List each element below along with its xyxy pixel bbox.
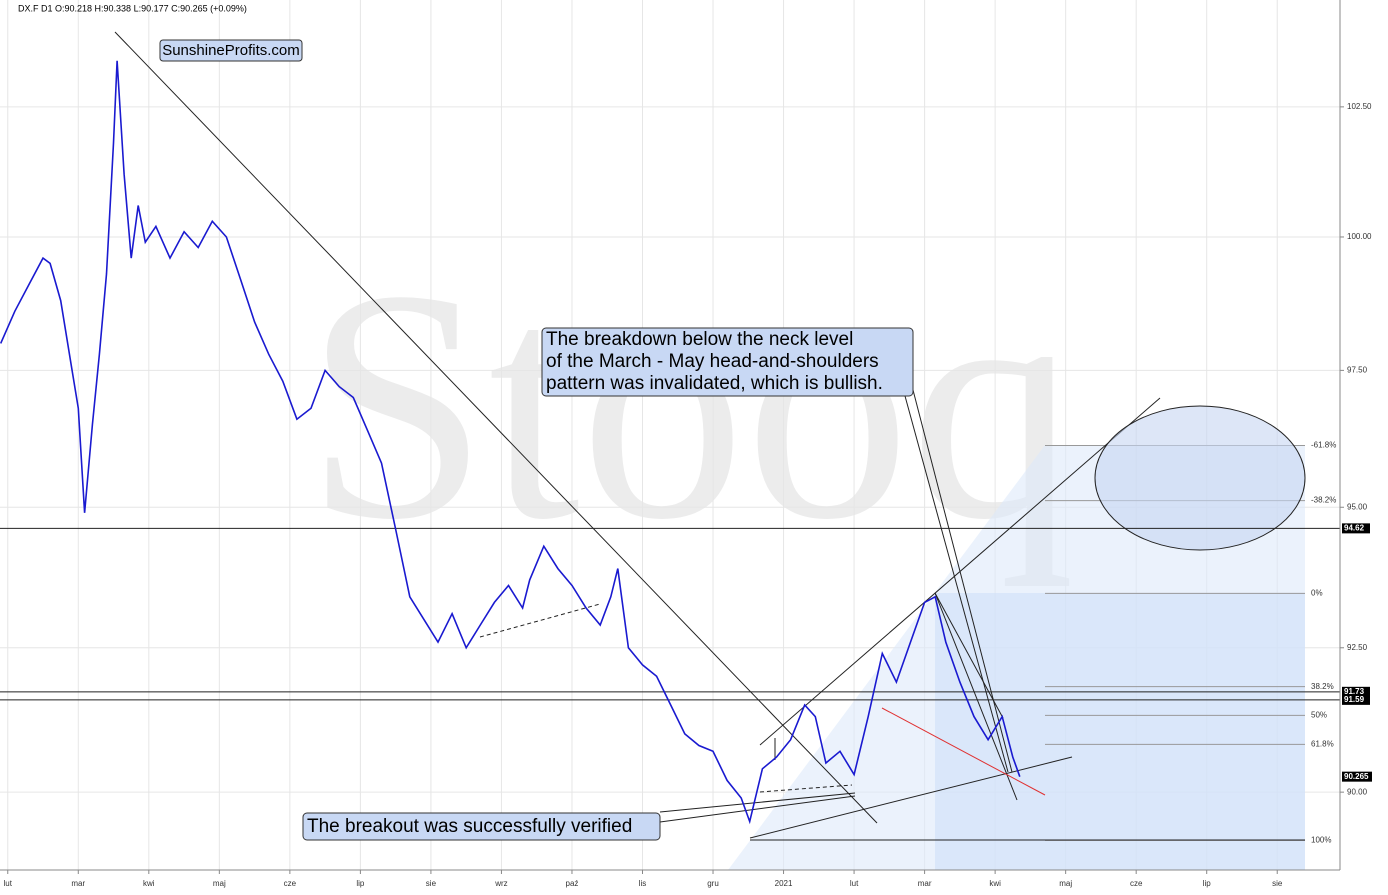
x-tick-label: paź (566, 879, 579, 888)
x-tick-label: lut (4, 879, 13, 888)
callout-text: The breakout was successfully verified (307, 816, 632, 837)
y-tick-label: 97.50 (1347, 365, 1368, 374)
x-tick-label: lut (850, 879, 859, 888)
x-tick-label: 2021 (775, 879, 793, 888)
fib-label: 61.8% (1311, 739, 1334, 748)
fib-group: -61.8% -38.2% 0% 38.2% 50% 61.8% 100% (1045, 441, 1336, 844)
level-label-bg (1342, 686, 1370, 697)
price-line (0, 60, 1021, 825)
brand-box (159, 39, 303, 62)
x-tick-label: kwi (143, 879, 155, 888)
y-tick-label: 95.00 (1347, 502, 1368, 511)
x-tick-label: sie (426, 879, 437, 888)
pointer (659, 795, 856, 823)
y-tick-label: 100.00 (1347, 232, 1372, 241)
x-tick-label: lis (639, 879, 647, 888)
x-tick-label: mar (71, 879, 85, 888)
level-label: 91.59 (1344, 695, 1365, 704)
last-label-bg (1342, 771, 1372, 782)
callout-text: The breakdown below the neck level (546, 329, 853, 350)
callout-text: pattern was invalidated, which is bullis… (546, 373, 883, 394)
x-tick-label: kwi (989, 879, 1001, 888)
x-tick-label: lip (356, 879, 365, 888)
trendline (759, 784, 853, 793)
y-tick-label: 102.50 (1347, 102, 1372, 111)
level-label: 91.73 (1344, 687, 1365, 696)
header: DX.F D1 O:90.218 H:90.338 L:90.177 C:90.… (18, 3, 247, 13)
pointer (659, 792, 856, 813)
x-tick-label: wrz (494, 879, 507, 888)
pointer (912, 389, 1013, 773)
trendline (479, 603, 601, 638)
x-tick-label: sie (1272, 879, 1283, 888)
y-tick-label: 92.50 (1347, 643, 1368, 652)
neckline (881, 707, 1046, 796)
x-tick-label: maj (213, 879, 226, 888)
level-label-bg (1342, 523, 1370, 534)
level-label-bg (1342, 694, 1370, 705)
target-ellipse (1094, 405, 1306, 551)
fib-label: 0% (1311, 588, 1323, 597)
callout-text: of the March - May head-and-shoulders (546, 351, 879, 372)
x-tick-label: cze (1130, 879, 1143, 888)
x-tick-label: maj (1059, 879, 1072, 888)
level-label: 94.62 (1344, 523, 1365, 532)
watermark: Stooq (305, 223, 1075, 588)
y-tick-label: 90.00 (1347, 787, 1368, 796)
trendline (934, 592, 1004, 719)
x-tick-label: cze (284, 879, 297, 888)
trendline (114, 31, 878, 824)
last-label: 90.265 (1344, 772, 1369, 781)
trendlines (114, 31, 1305, 841)
x-tick-label: mar (918, 879, 932, 888)
fib-zone (935, 593, 1305, 870)
axes: 90.00 92.50 95.00 97.50 100.00 102.50 lut mar kw… (4, 102, 1372, 888)
fib-label: -38.2% (1311, 496, 1336, 505)
fib-label: 100% (1311, 835, 1331, 844)
axis-bg (1340, 0, 1388, 895)
brand: SunshineProfits.com (162, 42, 300, 59)
callout-box (302, 812, 661, 841)
callout-box (541, 327, 914, 397)
x-tick-label: lip (1203, 879, 1212, 888)
fib-label: -61.8% (1311, 441, 1336, 450)
fib-label: 50% (1311, 711, 1327, 720)
trendline (934, 592, 1018, 801)
plot (0, 60, 1340, 825)
x-tick-label: gru (707, 879, 719, 888)
pointer (904, 395, 1009, 773)
fib-label: 38.2% (1311, 682, 1334, 691)
